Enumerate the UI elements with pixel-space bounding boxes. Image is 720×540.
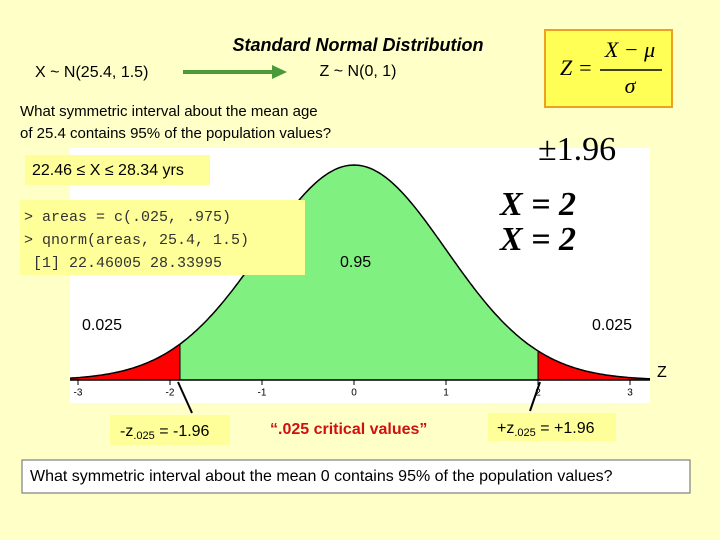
formula-numerator: X − μ [604,37,655,62]
tick-label: 1 [443,388,449,399]
code-line: [1] 22.46005 28.33995 [24,255,222,272]
side-text: X = 2 [499,221,576,258]
subscript: .025 [514,427,535,439]
pointer [177,381,193,414]
value: = -1.96 [155,423,210,440]
title: Standard Normal Distribution [232,35,483,55]
callout-middle: “.025 critical values” [270,421,427,438]
formula-lhs: Z = [560,55,593,80]
question-line: What symmetric interval about the mean a… [20,103,318,120]
tick-label: -3 [74,388,83,399]
plot: -3 -2 -1 0 1 2 3 0.95 0.025 0.025 [69,164,651,399]
right-tail [538,350,650,380]
symbol: -z [120,423,133,440]
formula-denominator: σ [625,73,637,98]
tick-label: -1 [258,388,267,399]
callout-box [488,413,616,441]
tick-label: 3 [627,388,633,399]
question-box [21,459,691,494]
subscript: .025 [133,430,154,442]
question-line: of 25.4 contains 95% of the population v… [20,125,331,142]
left-distribution: X ~ N(25.4, 1.5) [35,64,148,81]
pointer [529,381,541,412]
center-area [180,165,538,380]
code-box [20,200,305,275]
left-tail [70,344,180,380]
callout-right: +z.025 = +1.96 [497,420,595,439]
tail-label: 0.025 [82,317,122,334]
side-text: X = 2 [499,186,576,223]
value: = +1.96 [536,420,595,437]
answer-box [25,155,210,185]
center-area-label: 0.95 [340,254,371,271]
side-text: ±1.96 [538,131,616,168]
callout-box [110,415,230,445]
tick-label: 0 [351,388,357,399]
density-curve [69,164,651,380]
arrow-head [272,65,287,79]
tail-label: 0.025 [592,317,632,334]
tick-label: 2 [535,388,541,399]
tick-label: -2 [166,388,175,399]
answer: 22.46 ≤ X ≤ 28.34 yrs [32,162,184,179]
code-line: > qnorm(areas, 25.4, 1.5) [24,232,249,249]
axis-label: Z [657,364,667,381]
code-line: > areas = c(.025, .975) [24,209,231,226]
formula-box [544,29,673,108]
crop-mask [650,140,720,270]
callout-left: -z.025 = -1.96 [120,423,210,442]
symbol: +z [497,420,514,437]
question-2: What symmetric interval about the mean 0… [30,468,613,485]
subtitle: Z ~ N(0, 1) [320,63,397,80]
